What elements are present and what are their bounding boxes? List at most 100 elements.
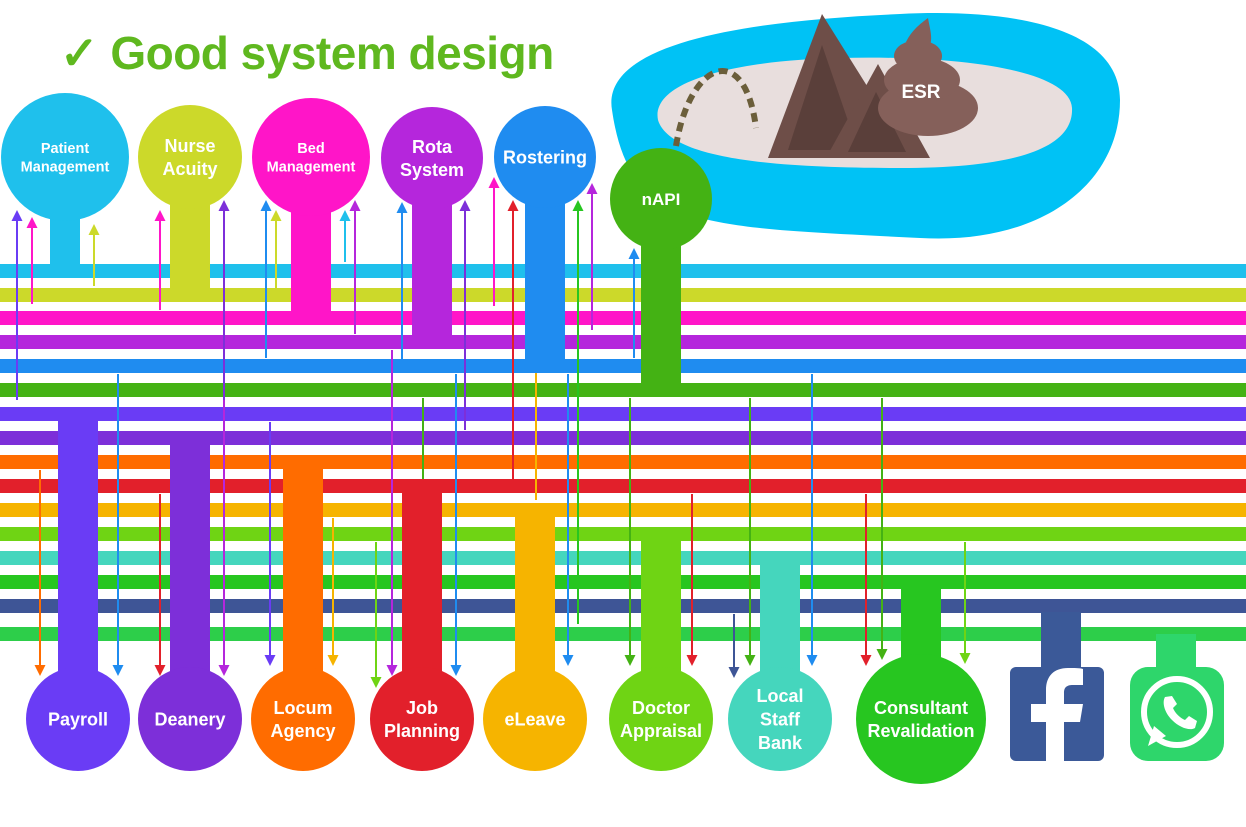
connector-arrow [218, 200, 230, 400]
bus-line [0, 407, 1246, 421]
connector-arrow [154, 494, 166, 676]
connector-arrow [88, 224, 100, 286]
connector-arrow [34, 470, 46, 676]
connector-arrow [586, 183, 598, 330]
system-rota-system[interactable]: Rota System [381, 107, 483, 349]
system-node [609, 667, 713, 771]
connector-arrow [11, 210, 23, 400]
connector-arrow [806, 374, 818, 666]
connector-arrow [628, 248, 640, 358]
connector-arrow [507, 200, 519, 480]
system-doctor-appraisal[interactable]: Doctor Appraisal [609, 527, 713, 771]
consultant-revalidation-label: Revalidation [867, 721, 974, 741]
connector-arrow [744, 398, 756, 666]
connector-arrow [624, 398, 636, 666]
connector-arrow [154, 210, 166, 310]
bus-line [0, 359, 1246, 373]
system-local-staff-bank[interactable]: Local Staff Bank [728, 551, 832, 771]
system-node [381, 107, 483, 209]
social-apps [1010, 612, 1224, 761]
local-staff-bank-label: Local [756, 686, 803, 706]
rota-system-label: System [400, 160, 464, 180]
patient-management-label: Management [21, 160, 110, 176]
system-payroll[interactable]: Payroll [26, 407, 130, 771]
data-pipe-dashed [673, 68, 759, 147]
system-node [251, 667, 355, 771]
connector-arrow [264, 422, 276, 666]
doctor-appraisal-label: Doctor [632, 698, 690, 718]
connector-arrow [860, 494, 872, 666]
system-node [494, 106, 596, 208]
esr-island: ESR [611, 13, 1120, 239]
local-staff-bank-label: Bank [758, 733, 803, 753]
system-node [26, 667, 130, 771]
system-patient-management[interactable]: Patient Management [1, 93, 129, 278]
mountain-small-inner [848, 92, 906, 152]
job-planning-label: Planning [384, 721, 460, 741]
system-node [370, 667, 474, 771]
connector-arrow [488, 177, 500, 306]
payroll-label: Payroll [48, 709, 108, 729]
bus-line [0, 311, 1246, 325]
system-node [483, 667, 587, 771]
system-node [728, 667, 832, 771]
connector-arrow [386, 350, 398, 676]
consultant-revalidation-label: Consultant [874, 698, 968, 718]
local-staff-bank-label: Staff [760, 709, 801, 729]
system-job-planning[interactable]: Job Planning [370, 479, 474, 771]
connector-arrow [26, 217, 38, 304]
system-deanery[interactable]: Deanery [138, 431, 242, 771]
doctor-appraisal-label: Appraisal [620, 721, 702, 741]
connector-arrow [562, 374, 574, 666]
napi-label: nAPI [642, 190, 681, 209]
connector-arrow [876, 398, 888, 660]
bus-line [0, 335, 1246, 349]
mountain-large-inner [788, 45, 858, 150]
connector-arrow [349, 200, 361, 334]
deanery-label: Deanery [154, 709, 225, 729]
system-node [138, 105, 242, 209]
locum-agency-label: Locum [273, 698, 332, 718]
system-napi[interactable]: nAPI [610, 148, 712, 397]
systems: Patient Management Nurse Acuity Bed Managemen… [1, 93, 986, 784]
connector-arrow [959, 542, 971, 664]
connector-arrow [459, 200, 471, 430]
whatsapp-icon [1130, 634, 1224, 761]
nurse-acuity-label: Acuity [162, 159, 217, 179]
connector-arrow [728, 614, 740, 678]
bus-line [0, 383, 1246, 397]
system-node [252, 98, 370, 216]
connector-arrow [572, 200, 584, 624]
system-node [138, 667, 242, 771]
connector-arrow [112, 374, 124, 676]
locum-agency-label: Agency [270, 721, 335, 741]
system-nurse-acuity[interactable]: Nurse Acuity [138, 105, 242, 302]
connector-arrow [327, 518, 339, 666]
system-bed-management[interactable]: Bed Management [252, 98, 370, 325]
connector-arrow [396, 202, 408, 360]
connector-arrow [339, 210, 351, 262]
system-node [610, 148, 712, 250]
diagram-title: ✓ Good system design [60, 27, 554, 79]
system-node [856, 654, 986, 784]
connector-arrow [218, 400, 230, 676]
connector-arrow [370, 542, 382, 688]
patient-management-label: Patient [41, 141, 90, 157]
connector-arrow [260, 200, 272, 358]
poop-icon [878, 18, 978, 136]
connector-arrow [270, 210, 282, 290]
esr-label: ESR [901, 82, 940, 103]
rota-system-label: Rota [412, 137, 453, 157]
system-locum-agency[interactable]: Locum Agency [251, 455, 355, 771]
system-consultant-revalidation[interactable]: Consultant Revalidation [856, 575, 986, 784]
system-rostering[interactable]: Rostering [494, 106, 596, 373]
nurse-acuity-label: Nurse [164, 136, 215, 156]
job-planning-label: Job [406, 698, 438, 718]
connector-arrow [450, 374, 462, 676]
connector-arrow [686, 494, 698, 666]
facebook-icon [1010, 612, 1104, 761]
system-eleave[interactable]: eLeave [483, 503, 587, 771]
bed-management-label: Management [267, 160, 356, 176]
rostering-label: Rostering [503, 147, 587, 167]
